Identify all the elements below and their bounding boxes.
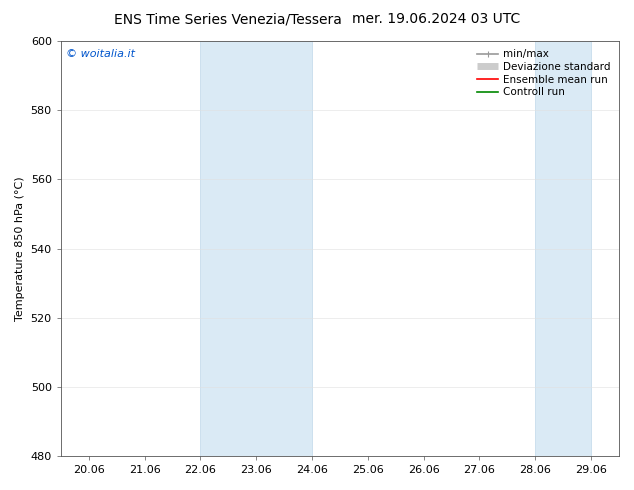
Legend: min/max, Deviazione standard, Ensemble mean run, Controll run: min/max, Deviazione standard, Ensemble m… — [474, 46, 614, 100]
Text: © woitalia.it: © woitalia.it — [67, 49, 136, 59]
Bar — [200, 41, 312, 456]
Text: mer. 19.06.2024 03 UTC: mer. 19.06.2024 03 UTC — [352, 12, 520, 26]
Y-axis label: Temperature 850 hPa (°C): Temperature 850 hPa (°C) — [15, 176, 25, 321]
Bar — [535, 41, 591, 456]
Text: ENS Time Series Venezia/Tessera: ENS Time Series Venezia/Tessera — [114, 12, 342, 26]
